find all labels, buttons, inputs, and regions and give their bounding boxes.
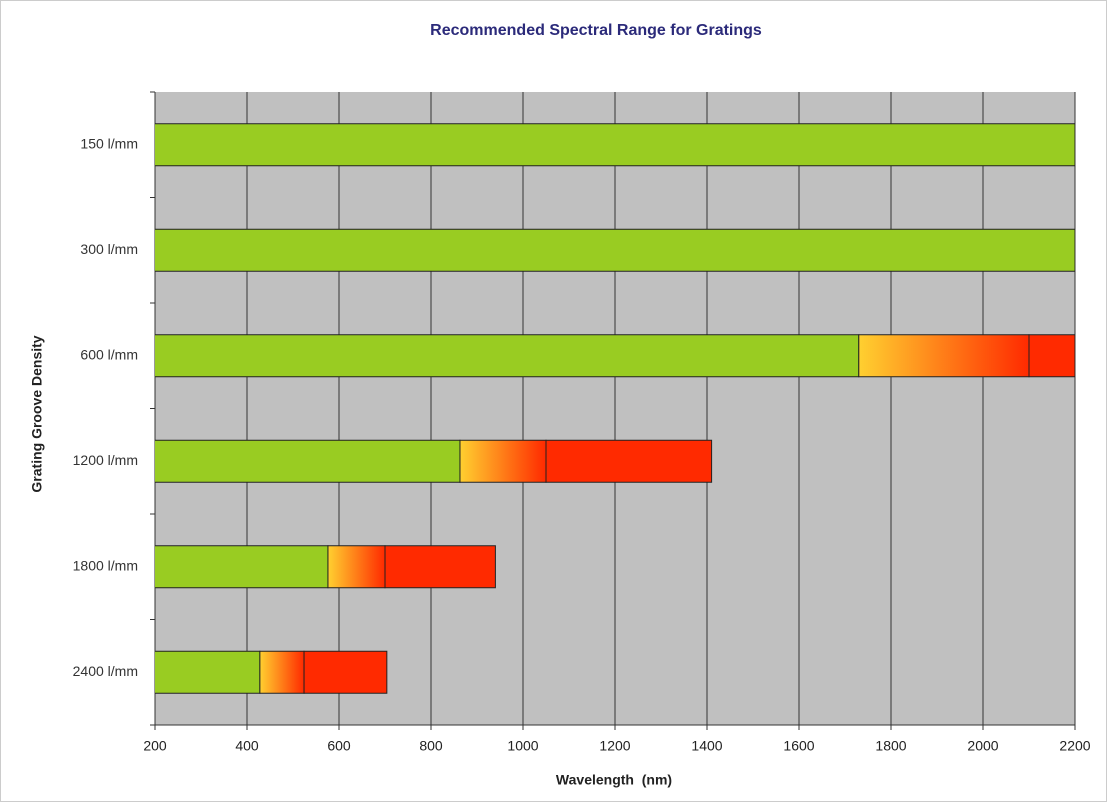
y-tick-label: 600 l/mm bbox=[80, 346, 138, 362]
bar-segment bbox=[327, 545, 386, 589]
x-tick-label: 600 bbox=[327, 738, 351, 754]
bar-segment bbox=[858, 334, 1030, 378]
bar-segment bbox=[1028, 334, 1075, 378]
bar-segment bbox=[384, 545, 496, 589]
x-tick-label: 2000 bbox=[967, 738, 998, 754]
y-axis-label: Grating Groove Density bbox=[29, 335, 45, 492]
x-axis-label: Wavelength (nm) bbox=[556, 772, 672, 788]
bar-segment bbox=[155, 334, 860, 378]
x-tick-label: 1800 bbox=[875, 738, 906, 754]
y-tick-label: 300 l/mm bbox=[80, 241, 138, 257]
bar-segment bbox=[155, 228, 1075, 272]
x-tick-label: 2200 bbox=[1059, 738, 1090, 754]
x-tick-label: 200 bbox=[143, 738, 167, 754]
x-tick-label: 1200 bbox=[599, 738, 630, 754]
x-tick-label: 400 bbox=[235, 738, 259, 754]
chart-title: Recommended Spectral Range for Gratings bbox=[430, 22, 762, 39]
x-tick-label: 1600 bbox=[783, 738, 814, 754]
bar-segment bbox=[155, 123, 1075, 167]
bar-segment bbox=[155, 545, 329, 589]
x-tick-label: 800 bbox=[419, 738, 443, 754]
x-tick-label: 1400 bbox=[691, 738, 722, 754]
y-tick-label: 150 l/mm bbox=[80, 135, 138, 151]
bar-segment bbox=[303, 650, 388, 694]
y-tick-label: 1200 l/mm bbox=[73, 452, 138, 468]
bar-segment bbox=[545, 439, 713, 483]
bar-segment bbox=[155, 439, 461, 483]
bar-segment bbox=[259, 650, 305, 694]
bar-segment bbox=[459, 439, 547, 483]
x-tick-label: 1000 bbox=[507, 738, 538, 754]
y-tick-label: 1800 l/mm bbox=[73, 557, 138, 573]
y-tick-label: 2400 l/mm bbox=[73, 663, 138, 679]
